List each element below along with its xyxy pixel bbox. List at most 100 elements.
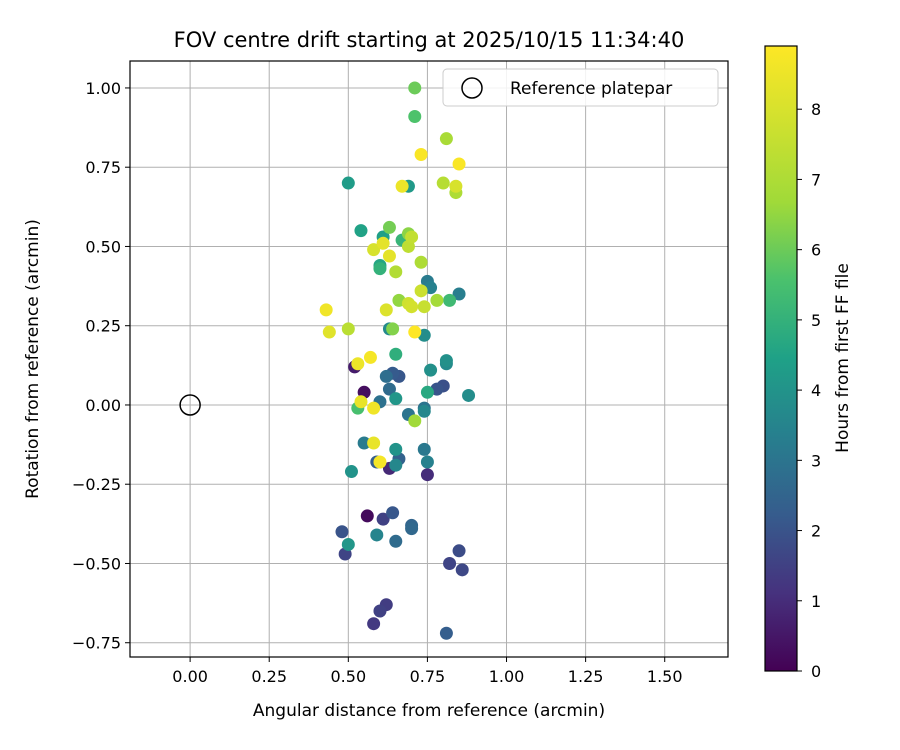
scatter-point [341,537,355,551]
scatter-point [417,300,431,314]
colorbar-label: Hours from first FF file [833,263,853,453]
scatter-point [405,230,419,244]
colorbar-gradient [764,45,798,672]
colorbar-tick-label: 6 [811,241,821,260]
scatter-point [367,436,381,450]
legend-box [442,68,719,107]
scatter-point [370,528,384,542]
scatter-point [389,442,403,456]
scatter-point [414,284,428,298]
y-tick-label: 0.25 [85,317,121,336]
scatter-point [382,249,396,263]
scatter-point [439,132,453,146]
scatter-point [351,357,365,371]
scatter-point [443,293,457,307]
scatter-point [408,325,422,339]
colorbar-tick-label: 3 [811,451,821,470]
y-tick-label: 0.75 [85,158,121,177]
scatter-point [341,322,355,336]
scatter-point [414,148,428,162]
scatter-point [376,236,390,250]
plot-frame [129,60,729,658]
colorbar-tick-label: 7 [811,170,821,189]
grid-lines [130,61,728,657]
scatter-point [386,506,400,520]
scatter-point [363,350,377,364]
scatter-point [408,414,422,428]
scatter-point [449,179,463,193]
scatter-point [373,262,387,276]
x-tick-label: 1.25 [568,667,604,686]
y-tick-label: 0.00 [85,396,121,415]
scatter-point [379,303,393,317]
scatter-point [462,388,476,402]
scatter-point [395,179,409,193]
y-tick-label: −0.50 [72,554,121,573]
scatter-point [424,363,438,377]
scatter-point [319,303,333,317]
scatter-point [439,354,453,368]
colorbar-tick-label: 2 [811,522,821,541]
scatter-point [389,458,403,472]
x-tick-label: 0.00 [172,667,208,686]
scatter-point [335,525,349,539]
x-tick-label: 0.75 [410,667,446,686]
legend: Reference platepar [442,68,719,107]
scatter-point [389,534,403,548]
scatter-point [452,157,466,171]
scatter-point [443,556,457,570]
scatter-point [382,220,396,234]
scatter-point [357,436,371,450]
x-tick-label: 0.50 [331,667,367,686]
x-tick-label: 1.00 [489,667,525,686]
axis-ticks: 0.00 0.25 0.50 0.75 1.00 1.25 1.50 −0.75 −0.50 −0… [72,79,683,686]
scatter-point [414,255,428,269]
colorbar-tick-label: 0 [811,662,821,681]
colorbar: 0 1 2 3 4 5 6 7 8 Hours from first FF file [764,45,853,681]
scatter-point [389,347,403,361]
colorbar-tick-label: 4 [811,381,821,400]
scatter-point [389,265,403,279]
scatter-point [367,617,381,631]
scatter-point [452,287,466,301]
scatter-point [344,465,358,479]
scatter-point [373,604,387,618]
colorbar-tick-label: 8 [811,100,821,119]
scatter-point [354,395,368,409]
scatter-point [439,626,453,640]
scatter-point [382,382,396,396]
scatter-point [408,109,422,123]
y-tick-label: −0.75 [72,634,121,653]
scatter-point [354,224,368,238]
scatter-point [405,522,419,536]
colorbar-tick-label: 5 [811,311,821,330]
legend-marker-open-circle [461,77,483,99]
scatter-point [322,325,336,339]
y-tick-label: 1.00 [85,79,121,98]
scatter-point [405,300,419,314]
scatter-point [341,176,355,190]
scatter-point [417,442,431,456]
scatter-point [420,455,434,469]
y-tick-label: 0.50 [85,237,121,256]
scatter-point [386,322,400,336]
scatter-point [452,544,466,558]
scatter-point [379,369,393,383]
scatter-point [376,512,390,526]
scatter-point [420,468,434,482]
scatter-point [408,81,422,95]
scatter-point [389,392,403,406]
scatter-point [436,176,450,190]
x-axis-label: Angular distance from reference (arcmin) [253,701,605,721]
y-axis-label: Rotation from reference (arcmin) [23,219,43,499]
scatter-point [417,404,431,418]
chart-title: FOV centre drift starting at 2025/10/15 … [174,28,685,52]
scatter-points [319,81,476,640]
colorbar-tick-label: 1 [811,592,821,611]
reference-platepar-marker [179,394,201,416]
scatter-point [367,243,381,257]
scatter-point [420,385,434,399]
scatter-point [360,509,374,523]
scatter-point [430,293,444,307]
legend-label: Reference platepar [510,79,672,99]
